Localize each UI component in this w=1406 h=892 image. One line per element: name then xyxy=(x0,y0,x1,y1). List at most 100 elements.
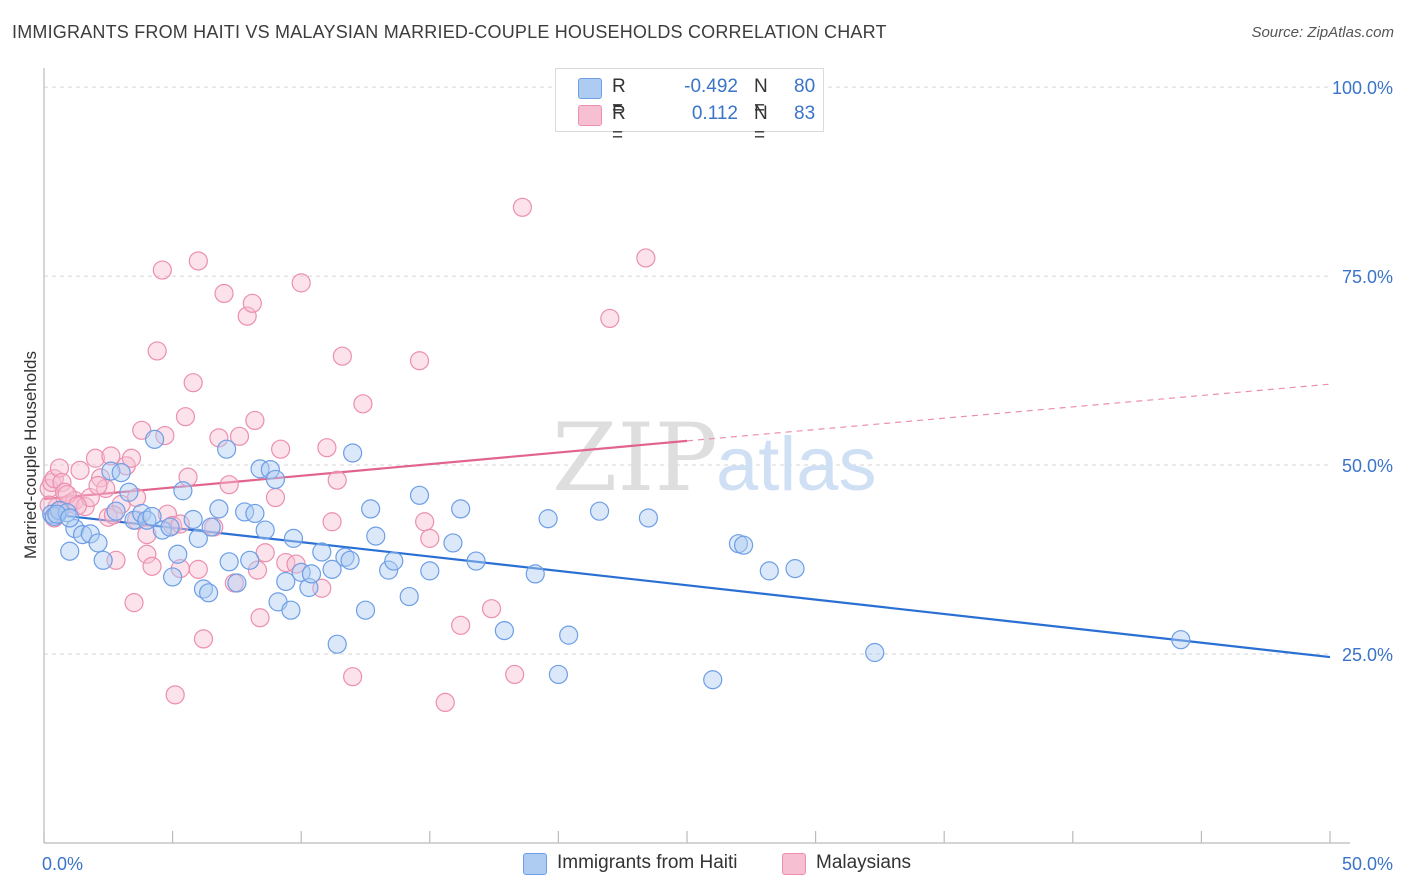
malaysians-point xyxy=(214,283,234,304)
malaysians-point xyxy=(512,197,532,217)
watermark-atlas: atlas xyxy=(716,422,877,507)
malaysians-point xyxy=(165,685,185,705)
haiti-point xyxy=(219,552,239,572)
haiti-point xyxy=(281,600,301,620)
malaysians-point xyxy=(67,496,88,516)
haiti-point xyxy=(60,541,80,561)
haiti-point xyxy=(355,600,376,620)
malaysians-point xyxy=(317,438,337,458)
haiti-point xyxy=(255,520,275,540)
malaysians-point xyxy=(265,487,286,508)
haiti-point xyxy=(494,620,514,641)
haiti-point xyxy=(420,561,440,581)
source-label: Source: ZipAtlas.com xyxy=(1251,24,1394,41)
malaysians-point xyxy=(183,373,203,393)
haiti-point xyxy=(209,499,229,519)
malaysians-point xyxy=(155,425,175,446)
haiti-point xyxy=(399,586,419,607)
malaysians-point xyxy=(142,556,162,576)
malaysians-point xyxy=(353,394,373,414)
malaysians-point xyxy=(332,346,352,366)
malaysians-point xyxy=(175,407,196,427)
haiti-point xyxy=(142,506,162,527)
y-tick-label: 75.0% xyxy=(1342,267,1393,287)
haiti-point xyxy=(343,443,363,463)
haiti-point xyxy=(443,533,463,553)
haiti-point xyxy=(548,664,569,685)
malaysians-point xyxy=(152,260,172,280)
haiti-point xyxy=(301,564,322,584)
haiti-point xyxy=(265,469,286,490)
haiti-point xyxy=(525,564,545,584)
malaysians-point xyxy=(322,512,342,532)
malaysians-point xyxy=(70,460,90,480)
chart-title: IMMIGRANTS FROM HAITI VS MALAYSIAN MARRI… xyxy=(12,22,887,42)
malaysians-point xyxy=(219,475,239,495)
haiti-point xyxy=(65,518,85,539)
haiti-point xyxy=(384,551,404,571)
haiti-point xyxy=(250,459,270,479)
malaysians-point xyxy=(193,629,214,649)
malaysians-point xyxy=(75,497,95,517)
haiti-swatch xyxy=(578,78,602,99)
haiti-point xyxy=(188,528,208,548)
trend-lines xyxy=(43,383,1331,659)
malaysians-legend-label: Malaysians xyxy=(816,852,912,873)
haiti-points xyxy=(42,429,1191,690)
haiti-point xyxy=(245,503,265,524)
haiti-point xyxy=(44,506,64,527)
haiti-point xyxy=(173,481,193,501)
haiti-point xyxy=(312,542,332,562)
haiti-point xyxy=(183,509,203,530)
r-value-haiti: -0.492 xyxy=(684,76,738,97)
haiti-point xyxy=(201,517,221,537)
haiti-point xyxy=(160,517,180,537)
n-value-haiti: 80 xyxy=(794,76,816,97)
malaysians-points xyxy=(39,197,656,713)
haiti-point xyxy=(168,544,188,564)
x-tick-label: 0.0% xyxy=(42,854,83,874)
haiti-point xyxy=(366,526,386,546)
haiti-point xyxy=(106,501,126,521)
malaysians-point xyxy=(636,248,656,268)
malaysians-point xyxy=(420,528,440,548)
malaysians-point xyxy=(137,544,157,564)
haiti-point xyxy=(144,429,165,449)
malaysians-point xyxy=(88,475,108,496)
haiti-point xyxy=(322,559,342,579)
haiti-point xyxy=(152,520,172,540)
malaysians-point xyxy=(188,559,208,579)
axes xyxy=(43,68,1350,844)
malaysians-point xyxy=(255,543,275,563)
r-value-malaysians: 0.112 xyxy=(691,103,738,124)
malaysians-point xyxy=(271,439,291,459)
x-tick-label: 50.0% xyxy=(1342,854,1393,874)
haiti-point xyxy=(119,482,139,502)
haiti-point xyxy=(409,485,430,505)
haiti-point xyxy=(703,670,723,690)
correlation-legend: R = -0.492 N = 80 R = 0.112 N = 83 xyxy=(555,68,824,146)
malaysians-point xyxy=(137,524,157,545)
n-label: N = xyxy=(754,76,768,119)
malaysians-point xyxy=(90,468,111,488)
malaysians-point xyxy=(247,560,268,580)
malaysians-point xyxy=(101,446,121,466)
haiti-legend-swatch xyxy=(523,853,547,875)
malaysians-point xyxy=(96,478,116,499)
malaysians-point xyxy=(121,448,142,468)
haiti-point xyxy=(57,503,77,523)
haiti-point xyxy=(276,571,296,592)
malaysians-point xyxy=(237,306,257,326)
n-label: N = xyxy=(754,103,768,146)
malaysians-point xyxy=(415,512,435,532)
malaysians-point xyxy=(409,351,430,371)
haiti-point xyxy=(88,533,108,553)
haiti-point xyxy=(466,551,486,571)
haiti-point xyxy=(361,499,381,519)
y-axis-label: Married-couple Households xyxy=(21,351,40,559)
haiti-point xyxy=(759,561,779,581)
y-tick-label: 50.0% xyxy=(1342,456,1393,476)
haiti-point xyxy=(335,547,355,567)
haiti-point xyxy=(137,510,157,530)
